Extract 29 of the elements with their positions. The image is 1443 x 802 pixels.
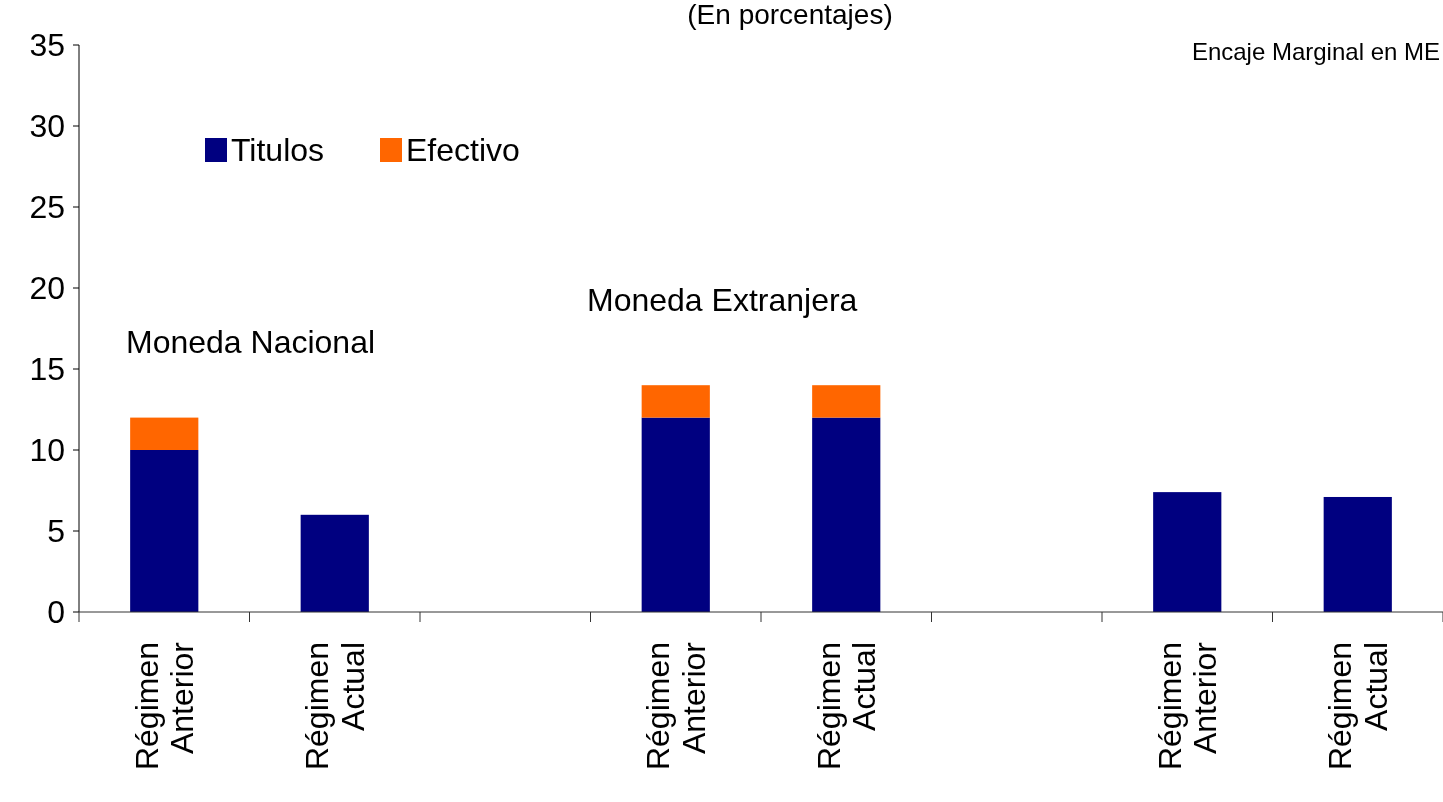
y-tick-label: 25 bbox=[29, 189, 65, 226]
y-tick-label: 35 bbox=[29, 27, 65, 64]
y-tick-label: 10 bbox=[29, 432, 65, 469]
x-tick-label: Régimen Anterior bbox=[128, 641, 201, 771]
x-tick-label: Régimen Actual bbox=[810, 642, 883, 771]
bar bbox=[641, 385, 710, 418]
y-tick-label: 0 bbox=[47, 594, 65, 631]
bar bbox=[812, 417, 881, 612]
bar bbox=[641, 417, 710, 612]
y-tick-label: 15 bbox=[29, 351, 65, 388]
y-tick-label: 30 bbox=[29, 108, 65, 145]
annotation: Moneda Extranjera bbox=[587, 282, 858, 319]
annotation: Encaje Marginal en ME bbox=[1191, 38, 1440, 66]
x-tick-label: Régimen Anterior bbox=[1151, 641, 1224, 771]
legend-label: Titulos bbox=[231, 132, 325, 169]
x-tick-label: Régimen Anterior bbox=[640, 641, 712, 771]
annotation: Moneda Nacional bbox=[126, 324, 376, 361]
bar bbox=[1323, 496, 1392, 612]
x-tick-label: Régimen Actual bbox=[299, 642, 371, 771]
x-tick-label: Régimen Actual bbox=[1322, 642, 1394, 771]
y-tick-label: 5 bbox=[47, 513, 65, 550]
bar bbox=[130, 450, 199, 612]
bar bbox=[812, 385, 881, 418]
legend-label: Efectivo bbox=[406, 132, 520, 169]
bar bbox=[300, 514, 369, 612]
y-tick-label: 20 bbox=[29, 270, 65, 307]
bar bbox=[130, 417, 199, 450]
bar bbox=[1153, 492, 1222, 612]
chart-title: (En porcentajes) bbox=[687, 0, 893, 30]
